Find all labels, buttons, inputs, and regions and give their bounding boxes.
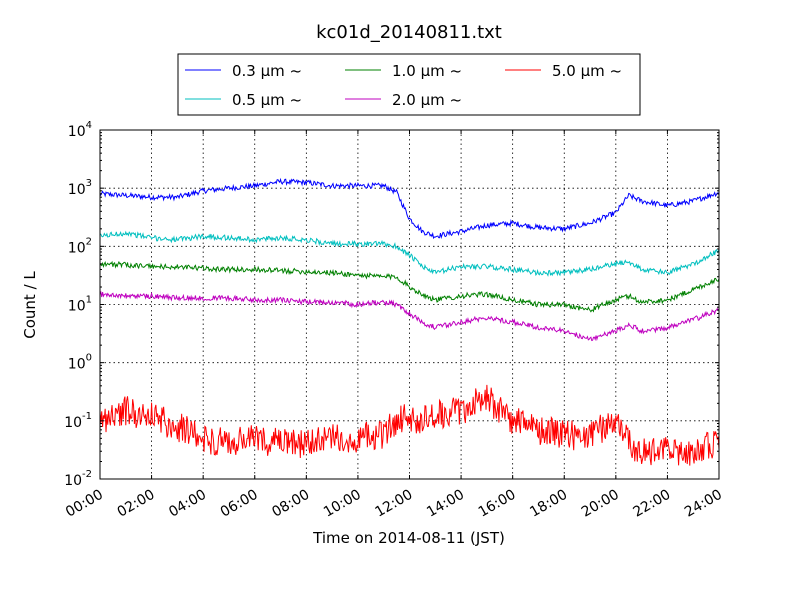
y-tick-label: 10-1 (64, 411, 92, 431)
x-tick-label: 16:00 (476, 487, 519, 521)
x-tick-label: 24:00 (682, 487, 725, 521)
x-tick-label: 02:00 (115, 487, 158, 521)
y-tick-label: 103 (68, 178, 92, 198)
legend-label: 5.0 μm ~ (552, 62, 622, 80)
y-tick-label: 100 (68, 353, 92, 373)
x-tick-label: 04:00 (166, 487, 209, 521)
series-line-4 (99, 384, 720, 466)
x-tick-label: 18:00 (527, 487, 570, 521)
x-tick-label: 06:00 (218, 487, 261, 521)
x-tick-label: 08:00 (269, 487, 312, 521)
x-tick-label: 00:00 (63, 487, 106, 521)
axis-ticks: 00:00 02:00 04:00 06:00 08:00 10:00 12:00 14:00… (63, 120, 725, 521)
series-lines (99, 177, 720, 466)
x-tick-label: 10:00 (321, 487, 364, 521)
y-tick-label: 102 (68, 236, 92, 256)
legend-label: 2.0 μm ~ (392, 91, 462, 109)
legend-label: 0.5 μm ~ (232, 91, 302, 109)
series-line-0 (99, 177, 720, 240)
x-tick-label: 14:00 (424, 487, 467, 521)
y-tick-label: 104 (68, 120, 92, 140)
y-tick-label: 101 (68, 295, 92, 315)
y-tick-label: 10-2 (64, 469, 92, 489)
x-axis-label: Time on 2014-08-11 (JST) (312, 529, 505, 547)
legend-label: 0.3 μm ~ (232, 62, 302, 80)
legend-label: 1.0 μm ~ (392, 62, 462, 80)
y-axis-label: Count / L (21, 271, 39, 339)
x-tick-label: 22:00 (630, 487, 673, 521)
x-tick-label: 20:00 (579, 487, 622, 521)
series-line-1 (99, 230, 720, 277)
series-line-2 (99, 260, 720, 313)
legend-box (177, 53, 641, 116)
chart-title: kc01d_20140811.txt (316, 22, 502, 43)
legend: 0.3 μm ~ 0.5 μm ~ 1.0 μm ~ 2.0 μm ~ 5.0 μm ~ (177, 53, 641, 116)
x-tick-label: 12:00 (373, 487, 416, 521)
series-line-3 (99, 290, 720, 342)
